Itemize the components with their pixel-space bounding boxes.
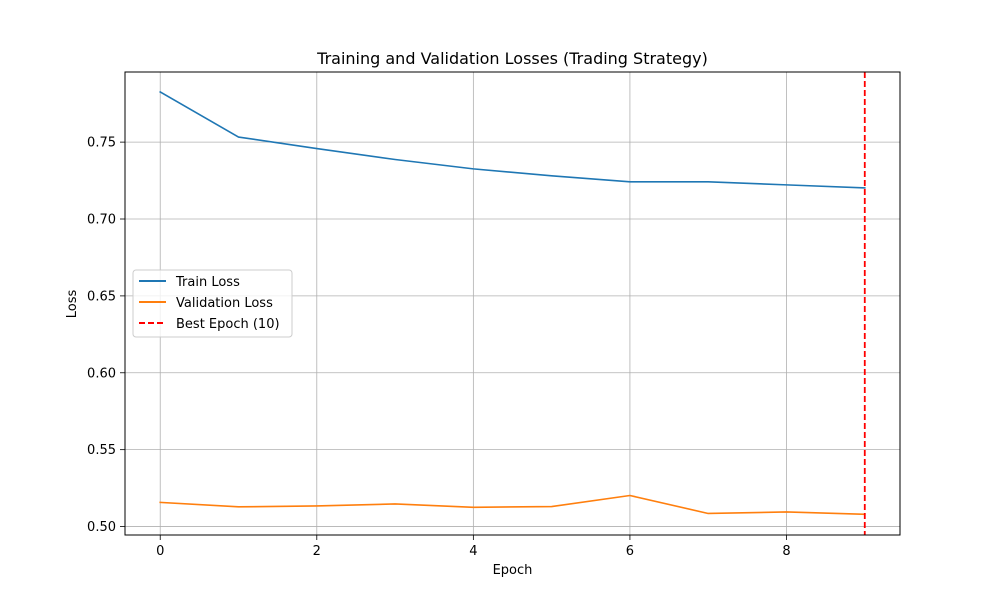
y-axis-label: Loss — [65, 290, 80, 319]
legend-label-validation-loss: Validation Loss — [176, 296, 273, 311]
y-tick-label: 0.55 — [87, 443, 116, 458]
y-tick-label: 0.50 — [87, 520, 116, 535]
legend-label-train-loss: Train Loss — [175, 275, 240, 290]
series-line-train-loss — [159, 90, 866, 189]
y-tick-label: 0.75 — [87, 136, 116, 151]
x-axis-label: Epoch — [493, 563, 533, 578]
legend-label-best-epoch: Best Epoch (10) — [176, 317, 280, 332]
x-tick-label: 6 — [626, 544, 634, 559]
legend-box — [132, 269, 293, 338]
series-line-validation-loss — [159, 494, 866, 516]
y-tick-label: 0.65 — [87, 289, 116, 304]
y-tick-label: 0.60 — [87, 366, 116, 381]
x-tick-label: 8 — [782, 544, 790, 559]
legend: Train Loss Validation Loss Best Epoch (1… — [132, 269, 293, 338]
x-tick-label: 0 — [156, 544, 164, 559]
chart-title: Training and Validation Losses (Trading … — [316, 49, 708, 68]
axis-ticks: 0 2 4 6 8 0.50 0.55 0.60 0.65 0.70 0.75 — [87, 136, 791, 559]
y-tick-label: 0.70 — [87, 213, 116, 228]
plot-area-frame — [124, 71, 901, 536]
series-lines — [159, 72, 866, 535]
x-tick-label: 4 — [469, 544, 477, 559]
x-tick-label: 2 — [313, 544, 321, 559]
